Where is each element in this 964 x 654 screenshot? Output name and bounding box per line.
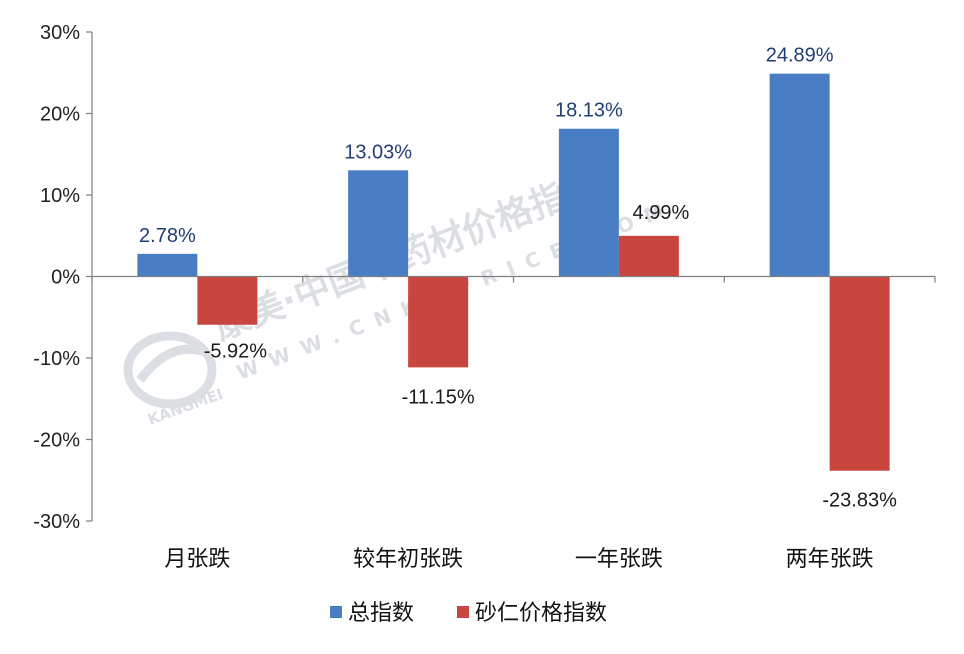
y-tick-label: 20%	[40, 104, 80, 126]
bar-sharen-index	[829, 276, 890, 471]
x-category-label: 两年张跌	[786, 547, 874, 572]
x-category-label: 一年张跌	[575, 547, 663, 572]
data-label: -5.92%	[204, 341, 268, 363]
legend-swatch	[330, 606, 342, 618]
y-tick-label: 10%	[40, 185, 80, 207]
y-tick-label: -10%	[33, 348, 80, 370]
data-label: 2.78%	[139, 225, 196, 247]
data-label: 24.89%	[766, 45, 834, 67]
x-category-label: 月张跌	[164, 547, 230, 572]
y-tick-label: 0%	[51, 267, 80, 289]
watermark-brand: KANGMEI	[145, 385, 225, 429]
data-label: 13.03%	[344, 141, 412, 163]
bar-total-index	[558, 128, 619, 277]
bar-sharen-index	[408, 276, 469, 368]
bar-total-index	[348, 170, 409, 277]
x-category-label: 较年初张跌	[353, 547, 463, 572]
legend: 总指数 砂仁价格指数	[330, 601, 607, 626]
bar-total-index	[769, 73, 830, 277]
legend-label: 砂仁价格指数	[475, 601, 607, 626]
legend-label: 总指数	[348, 601, 414, 626]
y-axis: 30% 20% 10% 0% -10% -20% -30%	[33, 22, 93, 533]
y-tick-label: -20%	[33, 430, 80, 452]
bar-sharen-index	[618, 235, 679, 277]
bar-total-index	[137, 253, 198, 277]
bars	[137, 73, 890, 471]
watermark-logo-icon	[123, 331, 217, 409]
data-label: -11.15%	[402, 386, 475, 408]
x-axis: 月张跌 较年初张跌 一年张跌 两年张跌	[91, 275, 936, 572]
legend-swatch	[457, 606, 469, 618]
data-label: 18.13%	[555, 100, 623, 122]
bar-sharen-index	[197, 276, 258, 325]
y-tick-label: 30%	[40, 22, 80, 44]
y-tick-label: -30%	[33, 511, 80, 533]
data-labels: 2.78% 13.03% 18.13% 24.89% -5.92% -11.15% 4.99…	[139, 45, 897, 512]
data-label: 4.99%	[633, 202, 690, 224]
data-label: -23.83%	[822, 490, 897, 512]
